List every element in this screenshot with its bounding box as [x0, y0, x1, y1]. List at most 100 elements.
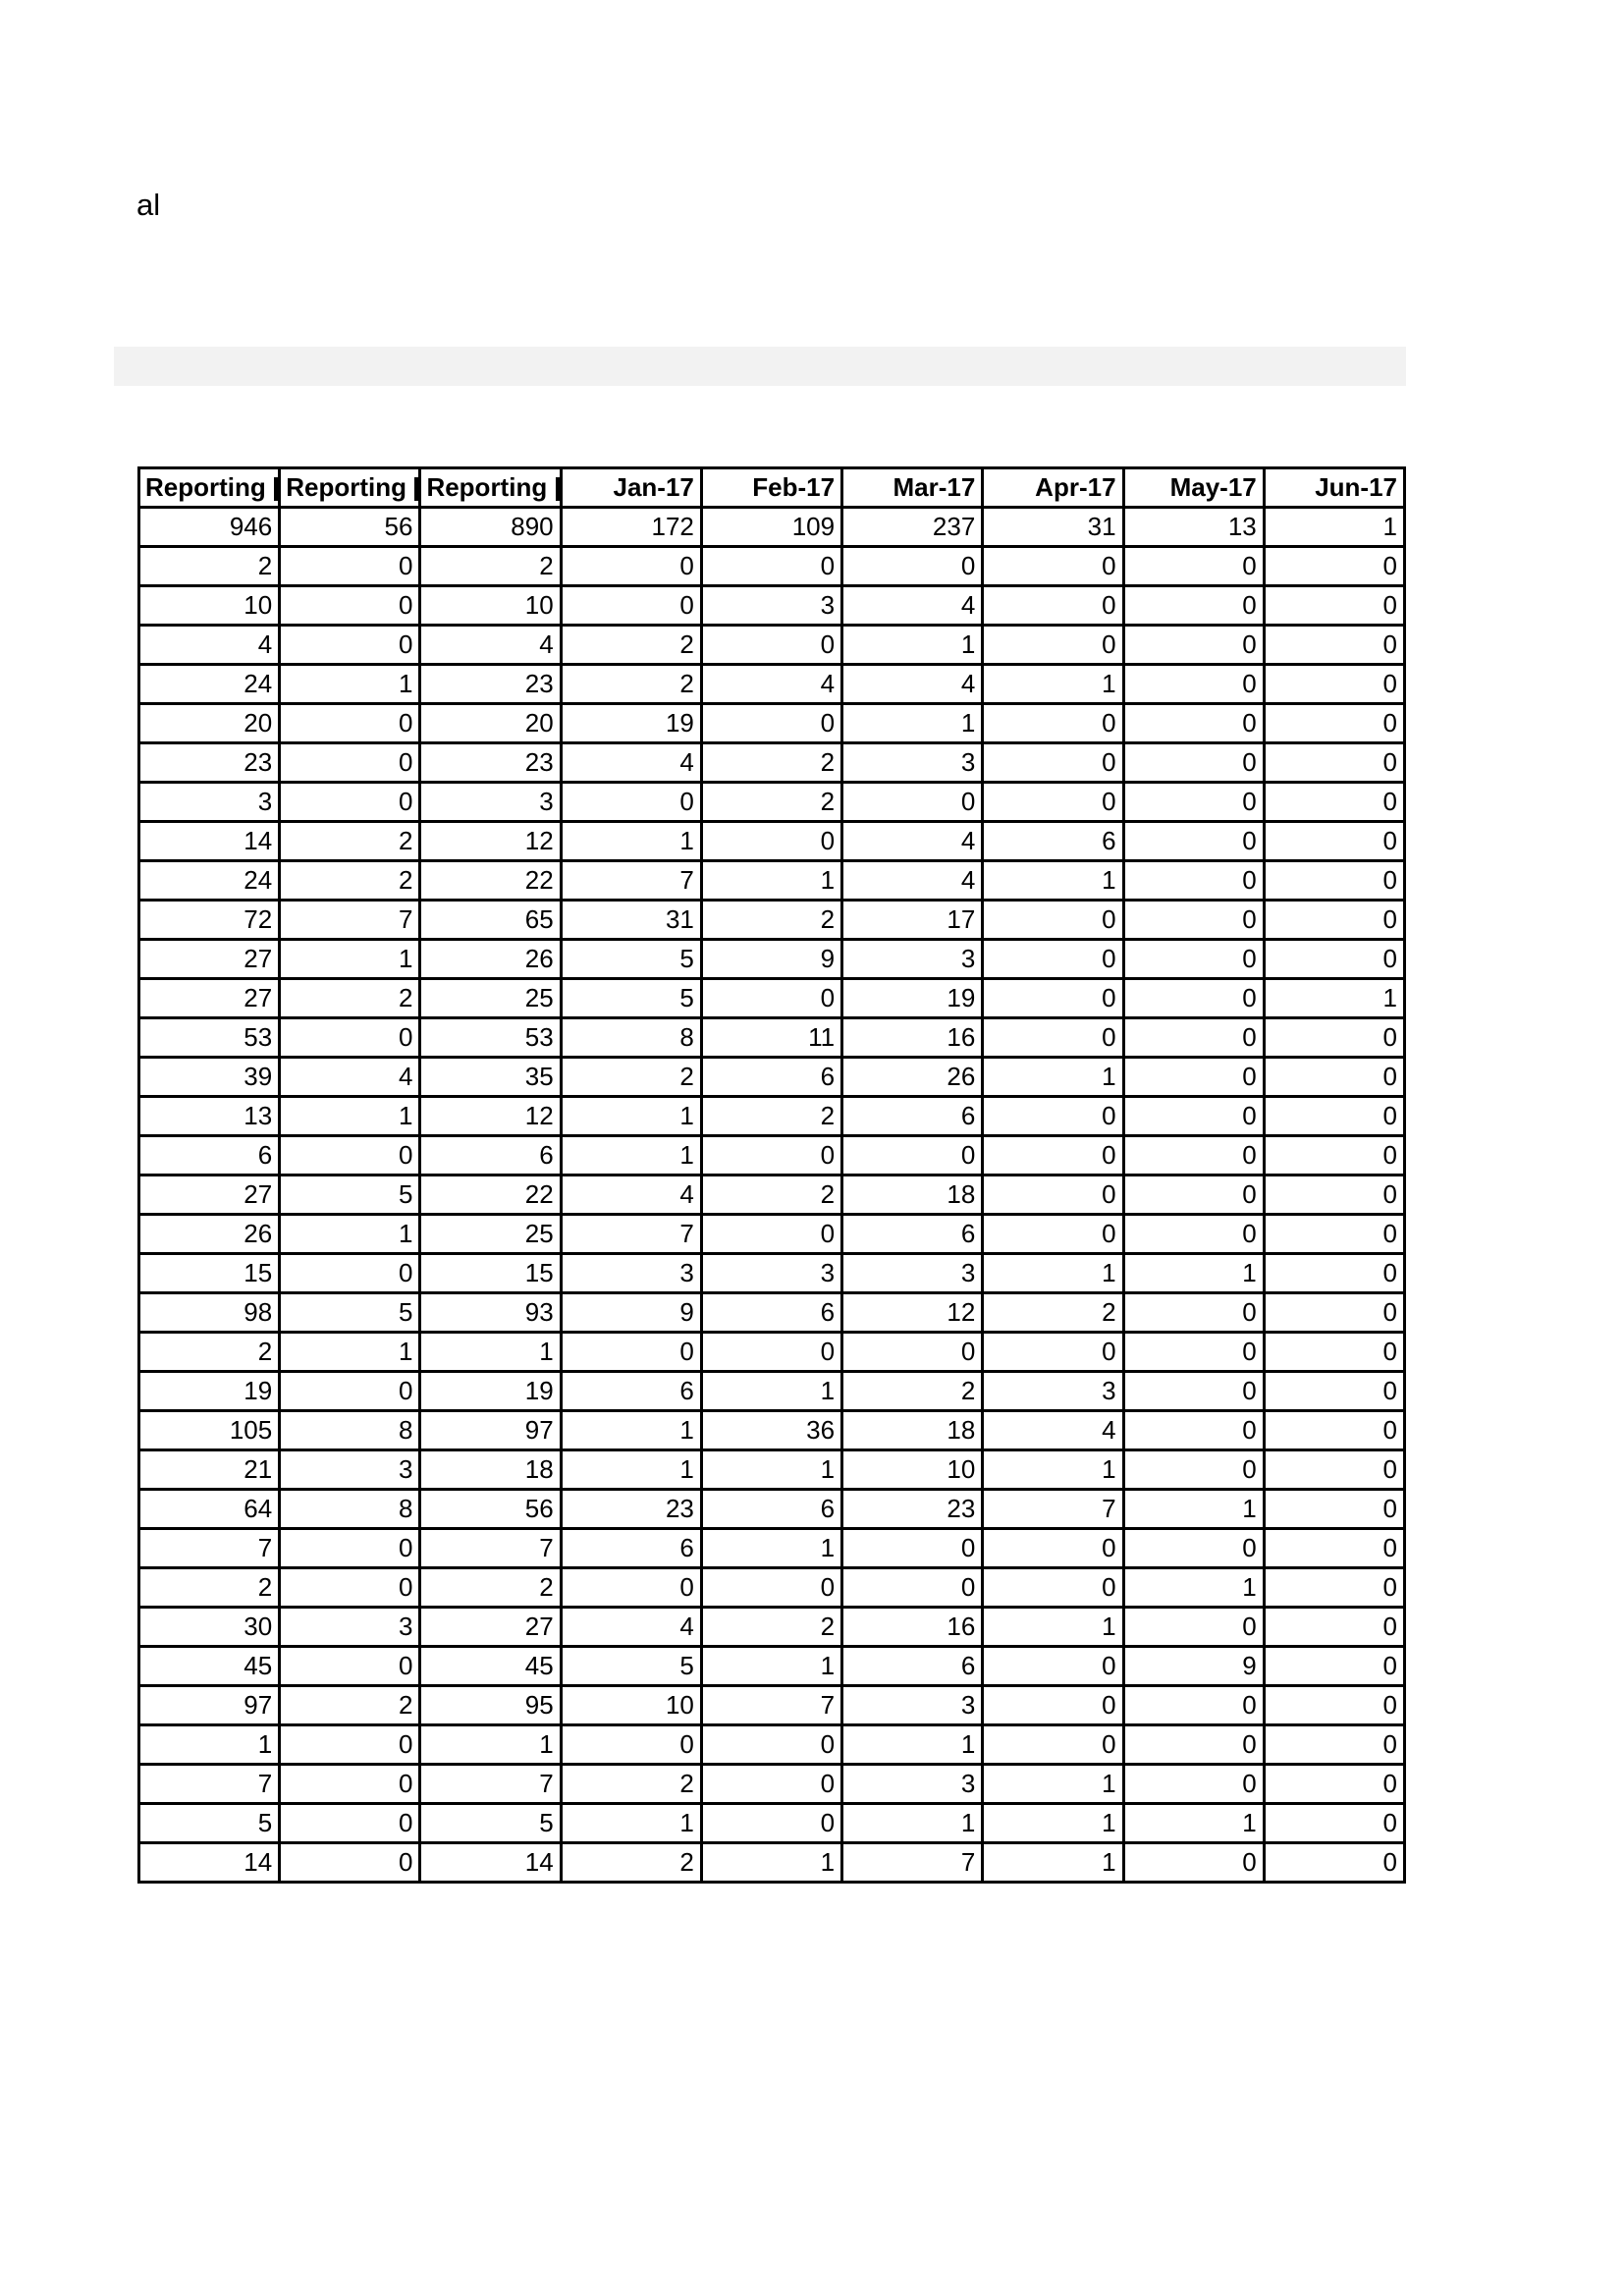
table-cell: 1	[1121, 1488, 1266, 1530]
table-cell: 22	[418, 859, 563, 902]
table-cell: 4	[559, 1174, 703, 1216]
table-cell: 0	[1262, 1291, 1407, 1334]
table-cell: 2	[699, 1174, 844, 1216]
table-cell: 0	[1262, 781, 1407, 823]
table-cell: 0	[1121, 741, 1266, 784]
table-cell: 2	[559, 1841, 703, 1884]
table-cell: 1	[981, 1763, 1125, 1805]
table-cell: 0	[699, 1723, 844, 1766]
table-cell: 0	[278, 1527, 422, 1569]
table-cell: 0	[1121, 1684, 1266, 1726]
table-cell: 1	[981, 859, 1125, 902]
table-cell: 7	[840, 1841, 985, 1884]
table-cell: 0	[278, 545, 422, 587]
table-row: 97 2 95 10 7 3 0 0 0	[136, 1684, 1407, 1726]
table-cell: 0	[278, 741, 422, 784]
table-cell: 890	[418, 506, 563, 548]
table-cell: 53	[418, 1016, 563, 1059]
table-cell: 11	[699, 1016, 844, 1059]
table-cell: 26	[418, 938, 563, 980]
table-cell: 12	[418, 820, 563, 862]
table-cell: 7	[559, 1213, 703, 1255]
table-cell: 0	[1121, 1016, 1266, 1059]
table-cell: 18	[840, 1409, 985, 1451]
table-cell: 23	[840, 1488, 985, 1530]
table-cell: 3	[840, 938, 985, 980]
table-cell: 2	[418, 545, 563, 587]
column-header-reporting: Reporting	[278, 466, 422, 509]
table-row: 10 0 10 0 3 4 0 0 0	[136, 584, 1407, 627]
table-cell: 0	[1262, 938, 1407, 980]
table-cell: 4	[559, 741, 703, 784]
table-cell: 15	[136, 1252, 282, 1294]
table-cell: 0	[1262, 663, 1407, 705]
table-cell: 0	[559, 1566, 703, 1609]
table-cell: 0	[981, 1331, 1125, 1373]
table-cell: 24	[136, 663, 282, 705]
table-row: 39 4 35 2 6 26 1 0 0	[136, 1056, 1407, 1098]
table-cell: 0	[559, 781, 703, 823]
table-row: 24 1 23 2 4 4 1 0 0	[136, 663, 1407, 705]
column-header-reporting: Reporting	[418, 466, 563, 509]
table-cell: 6	[840, 1213, 985, 1255]
table-cell: 0	[278, 702, 422, 744]
table-row: 946 56 890 172 109 237 31 13 1	[136, 506, 1407, 548]
table-cell: 27	[136, 938, 282, 980]
table-cell: 2	[136, 1566, 282, 1609]
table-cell: 0	[840, 1527, 985, 1569]
table-cell: 0	[278, 1645, 422, 1687]
table-cell: 0	[840, 1134, 985, 1176]
table-cell: 0	[981, 1566, 1125, 1609]
table-cell: 3	[981, 1370, 1125, 1412]
table-cell: 20	[418, 702, 563, 744]
table-cell: 0	[981, 741, 1125, 784]
column-header-may-17: May-17	[1121, 466, 1266, 509]
table-cell: 1	[981, 1841, 1125, 1884]
table-row: 14 0 14 2 1 7 1 0 0	[136, 1841, 1407, 1884]
table-cell: 3	[699, 1252, 844, 1294]
table-cell: 1	[559, 1449, 703, 1491]
table-cell: 0	[981, 1095, 1125, 1137]
page-title-clipped-text: al	[136, 188, 161, 222]
table-cell: 0	[981, 1174, 1125, 1216]
table-cell: 1	[840, 702, 985, 744]
table-cell: 1	[278, 1331, 422, 1373]
table-cell: 26	[136, 1213, 282, 1255]
table-cell: 25	[418, 977, 563, 1019]
table-cell: 0	[699, 1566, 844, 1609]
table-cell: 0	[1262, 1763, 1407, 1805]
table-row: 30 3 27 4 2 16 1 0 0	[136, 1606, 1407, 1648]
table-cell: 7	[418, 1527, 563, 1569]
table-cell: 0	[981, 702, 1125, 744]
table-cell: 1	[559, 1409, 703, 1451]
table-cell: 0	[1262, 1409, 1407, 1451]
table-cell: 0	[559, 545, 703, 587]
table-cell: 0	[1262, 624, 1407, 666]
clipped-letter-glyph	[274, 477, 277, 501]
table-cell: 0	[1121, 1174, 1266, 1216]
table-cell: 0	[840, 1566, 985, 1609]
table-cell: 0	[559, 584, 703, 627]
table-cell: 0	[1262, 1134, 1407, 1176]
table-cell: 6	[699, 1056, 844, 1098]
column-header-feb-17: Feb-17	[699, 466, 844, 509]
table-header-row: Reporting Reporting Reporting Jan-17 Feb-17 M…	[136, 466, 1407, 509]
table-cell: 0	[1121, 663, 1266, 705]
table-cell: 0	[1121, 1763, 1266, 1805]
table-cell: 0	[981, 899, 1125, 941]
table-cell: 12	[840, 1291, 985, 1334]
table-cell: 10	[559, 1684, 703, 1726]
table-cell: 98	[136, 1291, 282, 1334]
table-cell: 31	[559, 899, 703, 941]
table-cell: 18	[418, 1449, 563, 1491]
table-cell: 13	[1121, 506, 1266, 548]
table-cell: 172	[559, 506, 703, 548]
table-cell: 0	[981, 624, 1125, 666]
table-cell: 0	[699, 820, 844, 862]
table-cell: 0	[981, 545, 1125, 587]
table-cell: 0	[1121, 1723, 1266, 1766]
